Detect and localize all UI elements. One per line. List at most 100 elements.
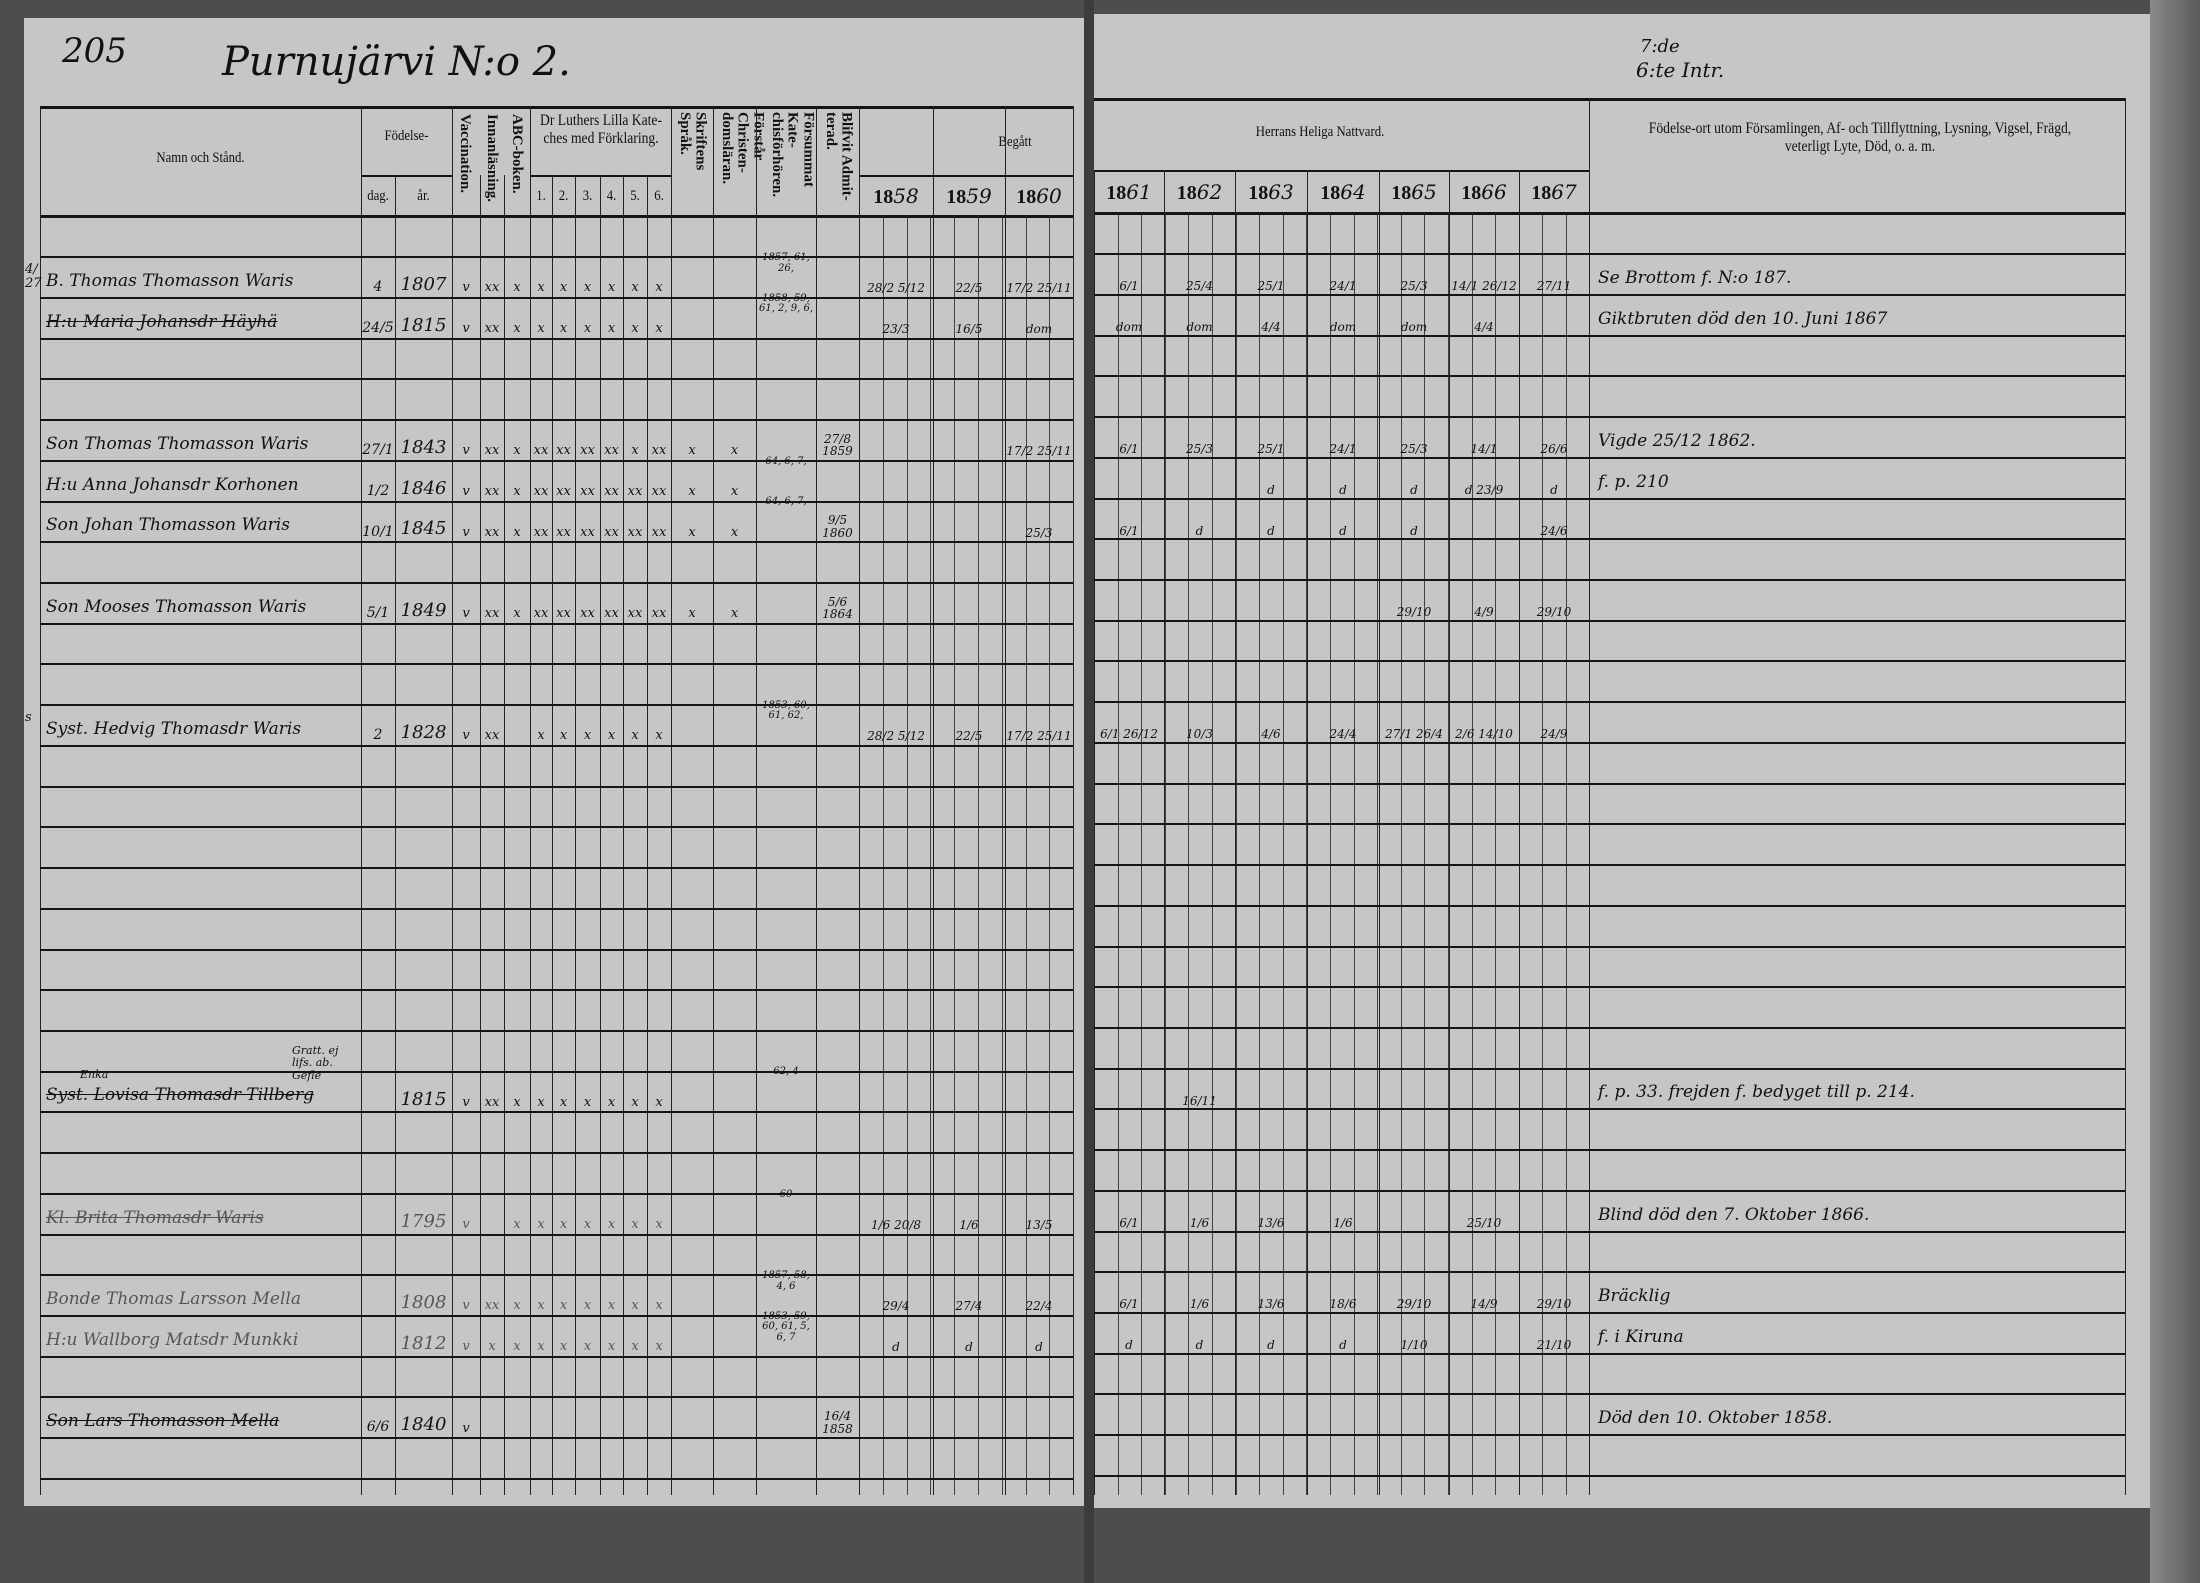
knowledge-mark: x bbox=[537, 321, 545, 337]
communion-date: 24/6 bbox=[1540, 523, 1568, 538]
knowledge-mark: x bbox=[631, 728, 639, 744]
communion-date: 6/1 bbox=[1119, 279, 1139, 294]
row-rule bbox=[1094, 1271, 2125, 1274]
missed-hearings: 64, 6, 7, bbox=[765, 496, 807, 508]
column-divider bbox=[2125, 98, 2126, 1495]
knowledge-mark: x bbox=[513, 443, 521, 459]
column-divider bbox=[1379, 170, 1380, 1495]
row-rule bbox=[1094, 823, 2125, 826]
year-header: 1862 bbox=[1164, 180, 1235, 205]
column-divider bbox=[1519, 170, 1520, 1495]
subcolumn-divider bbox=[1001, 215, 1003, 1495]
row-rule bbox=[1094, 986, 2125, 989]
header-top-rule bbox=[1094, 98, 2125, 101]
communion-date: d bbox=[1410, 523, 1418, 538]
communion-date: 25/1 bbox=[1257, 279, 1285, 294]
knowledge-mark: x bbox=[583, 1339, 592, 1355]
communion-date: 29/10 bbox=[1536, 605, 1572, 620]
subcolumn-divider bbox=[1353, 212, 1355, 1495]
knowledge-mark: xx bbox=[533, 443, 549, 459]
subcolumn-divider bbox=[1377, 212, 1379, 1495]
year-written: 64 bbox=[1340, 180, 1366, 204]
year-written: 62 bbox=[1196, 180, 1223, 204]
knowledge-mark: x bbox=[655, 1216, 663, 1232]
begatt-date: 22/5 bbox=[955, 729, 983, 744]
row-rule bbox=[40, 297, 1073, 299]
birth-year: 1843 bbox=[400, 436, 447, 458]
admission-date: 16/4 1858 bbox=[822, 1408, 853, 1436]
year-header: 1859 bbox=[933, 184, 1005, 209]
knowledge-mark: xx bbox=[627, 483, 643, 499]
row-rule bbox=[1094, 497, 2125, 500]
row-note: Vigde 25/12 1862. bbox=[1598, 430, 1756, 451]
communion-date: dom bbox=[1186, 320, 1213, 335]
communion-date: dom bbox=[1329, 320, 1357, 335]
row-rule bbox=[1094, 904, 2125, 907]
birth-year: 1807 bbox=[400, 274, 447, 296]
header-birth-year: år. bbox=[417, 188, 430, 204]
birth-day: 6/6 bbox=[366, 1419, 390, 1436]
row-rule bbox=[1094, 1393, 2125, 1396]
person-name: Syst. Hedvig Thomasdr Waris bbox=[46, 718, 302, 739]
subcolumn-divider bbox=[1049, 215, 1051, 1495]
row-rule bbox=[1094, 1434, 2125, 1437]
vaccination-mark: v bbox=[462, 1339, 470, 1355]
header-catechism-part: 1. bbox=[536, 188, 546, 204]
knowledge-mark: x bbox=[513, 1339, 521, 1355]
row-rule bbox=[1094, 334, 2125, 337]
vaccination-mark: v bbox=[462, 1298, 470, 1314]
row-rule bbox=[1094, 538, 2125, 541]
communion-date: 25/1 bbox=[1257, 442, 1285, 457]
communion-date: 29/10 bbox=[1536, 1297, 1572, 1312]
subcolumn-divider bbox=[1330, 212, 1331, 1495]
subcolumn-divider bbox=[1141, 212, 1143, 1495]
header-sub-rule bbox=[361, 175, 452, 177]
year-printed: 18 bbox=[1391, 182, 1412, 204]
year-written: 59 bbox=[966, 184, 992, 208]
row-rule bbox=[1094, 660, 2125, 663]
year-written: 58 bbox=[893, 184, 919, 208]
missed-hearings: 1857, 58, 4, 6 bbox=[762, 1270, 810, 1292]
knowledge-mark: x bbox=[607, 280, 616, 296]
year-written: 66 bbox=[1481, 180, 1507, 204]
subcolumn-divider bbox=[1424, 212, 1426, 1495]
begatt-date: 22/5 bbox=[955, 281, 983, 296]
column-divider bbox=[1589, 98, 1590, 1495]
communion-date: 6/1 bbox=[1119, 1297, 1139, 1312]
row-rule bbox=[1094, 579, 2125, 582]
person-name: H:u Anna Johansdr Korhonen bbox=[46, 474, 299, 495]
communion-date: 18/6 bbox=[1329, 1297, 1357, 1312]
year-header: 1860 bbox=[1005, 184, 1073, 209]
year-printed: 18 bbox=[1461, 182, 1482, 204]
header-bottom-rule bbox=[40, 215, 1073, 218]
subcolumn-divider bbox=[1542, 212, 1544, 1495]
knowledge-mark: x bbox=[583, 1298, 592, 1314]
row-note: Se Brottom f. N:o 187. bbox=[1598, 268, 1792, 288]
header-birth: Födelse- bbox=[384, 128, 429, 144]
communion-date: 25/3 bbox=[1400, 442, 1428, 457]
year-header: 1864 bbox=[1307, 180, 1379, 205]
year-printed: 18 bbox=[1106, 182, 1127, 204]
column-divider bbox=[671, 106, 672, 1495]
year-written: 63 bbox=[1268, 180, 1294, 204]
year-printed: 18 bbox=[1248, 182, 1269, 204]
knowledge-mark: x bbox=[655, 321, 663, 337]
communion-date: d bbox=[1195, 1338, 1204, 1353]
begatt-date: d bbox=[892, 1340, 900, 1355]
header-name: Namn och Stånd. bbox=[156, 150, 245, 166]
column-divider bbox=[623, 175, 624, 1495]
book-spine bbox=[1084, 0, 1094, 1583]
knowledge-mark: x bbox=[655, 728, 663, 744]
subcolumn-divider bbox=[1566, 212, 1567, 1495]
knowledge-mark: x bbox=[513, 606, 521, 622]
row-rule bbox=[1094, 619, 2125, 622]
header-bottom-rule bbox=[1094, 212, 2125, 215]
communion-date: d 23/9 bbox=[1464, 483, 1504, 497]
knowledge-mark: x bbox=[607, 1339, 616, 1355]
birth-year: 1808 bbox=[400, 1292, 447, 1314]
vaccination-mark: v bbox=[462, 280, 470, 296]
header-begatt: Begått bbox=[998, 134, 1032, 150]
right-header-note-bottom: 6:te Intr. bbox=[1636, 58, 1725, 82]
communion-date: 4/4 bbox=[1474, 320, 1494, 335]
row-rule bbox=[40, 1315, 1073, 1317]
